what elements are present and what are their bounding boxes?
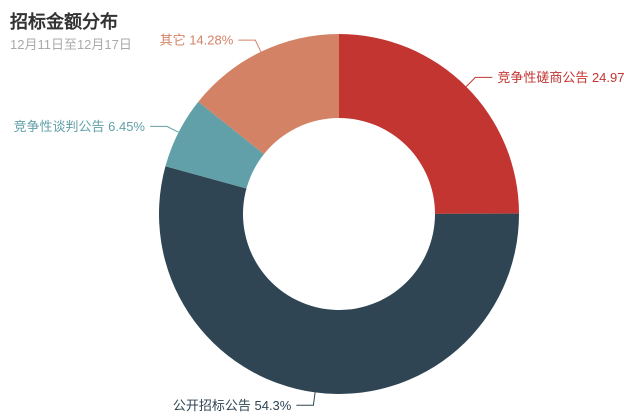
slice-label-competitive-negotiation: 竞争性谈判公告 6.45% (14, 119, 146, 134)
pie-slice-competitive-negotiation[interactable] (165, 101, 264, 189)
label-leader-line-competitive-negotiation (150, 125, 179, 133)
slice-label-other: 其它 14.28% (160, 33, 234, 48)
pie-slice-competitive-consultation[interactable] (339, 34, 519, 214)
chart-title: 招标金额分布 (10, 12, 118, 32)
pie-slice-open-tender[interactable] (159, 166, 520, 394)
label-leader-line-open-tender (296, 392, 316, 406)
label-leader-line-other (238, 39, 262, 53)
slice-label-competitive-consultation: 竞争性磋商公告 24.97% (497, 70, 624, 85)
chart-header: 招标金额分布 12月11日至12月17日 (10, 10, 132, 54)
pie-slice-other[interactable] (198, 34, 339, 155)
label-leader-line-competitive-consultation (465, 76, 493, 87)
slice-label-open-tender: 公开招标公告 54.3% (173, 398, 292, 413)
chart-subtitle: 12月11日至12月17日 (10, 37, 132, 52)
